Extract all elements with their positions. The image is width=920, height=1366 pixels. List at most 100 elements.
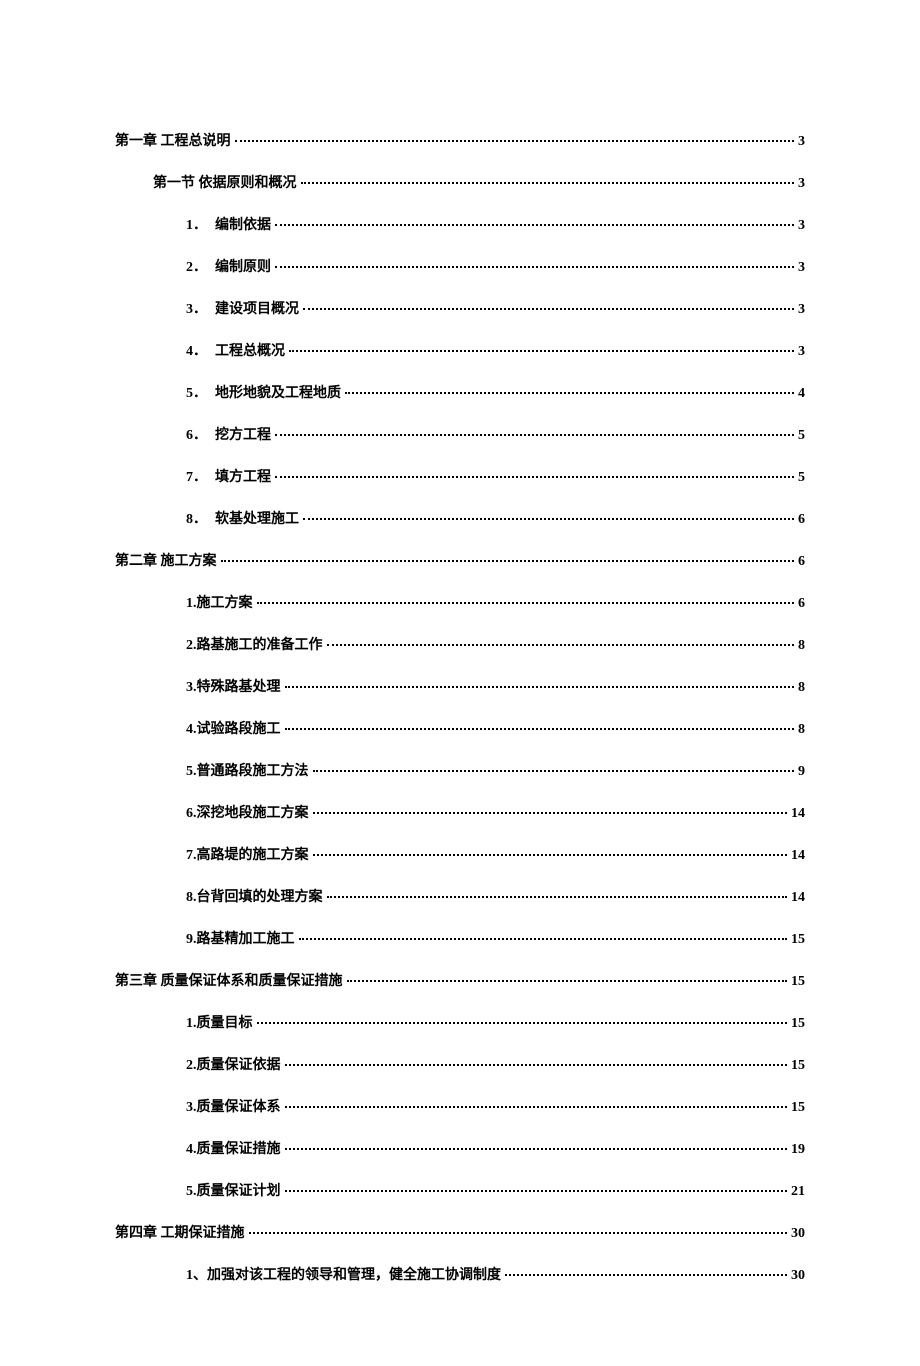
toc-page-number: 3 — [798, 176, 805, 192]
toc-dot-leader — [257, 1022, 788, 1024]
toc-dot-leader — [275, 434, 794, 436]
toc-entry: 2．编制原则 3 — [186, 256, 805, 276]
toc-entry-label: 1.质量目标 — [186, 1012, 253, 1032]
toc-page-number: 15 — [791, 932, 805, 948]
toc-entry-number: 2． — [186, 260, 207, 275]
toc-page-number: 8 — [798, 638, 805, 654]
toc-page-number: 14 — [791, 806, 805, 822]
toc-entry-label: 4.试验路段施工 — [186, 718, 281, 738]
toc-dot-leader — [285, 1190, 788, 1192]
table-of-contents: 第一章 工程总说明3第一节 依据原则和概况31．编制依据32．编制原则33．建设… — [115, 130, 805, 1284]
toc-page-number: 5 — [798, 428, 805, 444]
toc-page-number: 15 — [791, 1100, 805, 1116]
toc-entry-label: 2.质量保证依据 — [186, 1054, 281, 1074]
toc-dot-leader — [289, 350, 794, 352]
toc-entry: 3．建设项目概况3 — [186, 298, 805, 318]
toc-entry: 3.质量保证体系 15 — [186, 1096, 805, 1116]
toc-entry-label: 7．填方工程 — [186, 466, 271, 486]
toc-dot-leader — [301, 182, 795, 184]
toc-entry: 第三章 质量保证体系和质量保证措施15 — [115, 970, 805, 990]
toc-entry-label: 5．地形地貌及工程地质 — [186, 382, 341, 402]
toc-page-number: 5 — [798, 470, 805, 486]
toc-page-number: 14 — [791, 848, 805, 864]
toc-entry-label: 3.特殊路基处理 — [186, 676, 281, 696]
toc-dot-leader — [275, 224, 794, 226]
toc-entry-label: 1.施工方案 — [186, 592, 253, 612]
toc-page-number: 6 — [798, 554, 805, 570]
toc-dot-leader — [285, 686, 795, 688]
toc-page-number: 3 — [798, 260, 805, 276]
toc-entry-label: 6．挖方工程 — [186, 424, 271, 444]
toc-entry-number: 6． — [186, 428, 207, 443]
toc-entry-label: 2.路基施工的准备工作 — [186, 634, 323, 654]
toc-page-number: 8 — [798, 680, 805, 696]
toc-entry: 6．挖方工程 5 — [186, 424, 805, 444]
toc-entry-number: 1． — [186, 218, 207, 233]
toc-entry-label: 2．编制原则 — [186, 256, 271, 276]
toc-page-number: 19 — [791, 1142, 805, 1158]
toc-page-number: 15 — [791, 1016, 805, 1032]
toc-entry: 2.路基施工的准备工作 8 — [186, 634, 805, 654]
toc-entry-label: 5.普通路段施工方法 — [186, 760, 309, 780]
toc-dot-leader — [285, 728, 795, 730]
toc-page-number: 14 — [791, 890, 805, 906]
toc-entry: 9.路基精加工施工 15 — [186, 928, 805, 948]
toc-entry: 4．工程总概况3 — [186, 340, 805, 360]
toc-entry-label: 第一章 工程总说明 — [115, 130, 231, 150]
toc-entry-label: 3.质量保证体系 — [186, 1096, 281, 1116]
toc-entry: 8．软基处理施工 6 — [186, 508, 805, 528]
toc-dot-leader — [303, 518, 794, 520]
toc-dot-leader — [275, 476, 794, 478]
toc-dot-leader — [285, 1064, 788, 1066]
toc-entry-label: 3．建设项目概况 — [186, 298, 299, 318]
toc-page-number: 6 — [798, 512, 805, 528]
toc-entry-label: 9.路基精加工施工 — [186, 928, 295, 948]
toc-entry-label: 8．软基处理施工 — [186, 508, 299, 528]
toc-entry-label: 4.质量保证措施 — [186, 1138, 281, 1158]
toc-entry: 5.普通路段施工方法 9 — [186, 760, 805, 780]
toc-entry: 2.质量保证依据 15 — [186, 1054, 805, 1074]
toc-page-number: 4 — [798, 386, 805, 402]
toc-dot-leader — [327, 896, 788, 898]
toc-entry: 5.质量保证计划 21 — [186, 1180, 805, 1200]
toc-dot-leader — [313, 812, 788, 814]
toc-dot-leader — [345, 392, 794, 394]
toc-entry: 1．编制依据 3 — [186, 214, 805, 234]
toc-dot-leader — [275, 266, 794, 268]
toc-page-number: 15 — [791, 1058, 805, 1074]
toc-page-number: 3 — [798, 344, 805, 360]
toc-dot-leader — [249, 1232, 788, 1234]
toc-entry: 4.质量保证措施 19 — [186, 1138, 805, 1158]
toc-entry: 4.试验路段施工8 — [186, 718, 805, 738]
toc-entry: 7．填方工程 5 — [186, 466, 805, 486]
toc-page-number: 9 — [798, 764, 805, 780]
toc-dot-leader — [235, 140, 795, 142]
toc-entry: 第二章 施工方案 6 — [115, 550, 805, 570]
toc-entry: 第一节 依据原则和概况3 — [153, 172, 805, 192]
toc-entry: 第一章 工程总说明3 — [115, 130, 805, 150]
toc-page-number: 30 — [791, 1268, 805, 1284]
toc-entry-label: 1、加强对该工程的领导和管理，健全施工协调制度 — [186, 1264, 501, 1284]
toc-entry: 8.台背回填的处理方案14 — [186, 886, 805, 906]
toc-entry-label: 7.高路堤的施工方案 — [186, 844, 309, 864]
toc-entry-label: 第三章 质量保证体系和质量保证措施 — [115, 970, 343, 990]
toc-page-number: 6 — [798, 596, 805, 612]
toc-entry-number: 8． — [186, 512, 207, 527]
toc-entry: 7.高路堤的施工方案 14 — [186, 844, 805, 864]
toc-entry: 1.质量目标 15 — [186, 1012, 805, 1032]
toc-entry-number: 5． — [186, 386, 207, 401]
toc-page-number: 21 — [791, 1184, 805, 1200]
toc-entry-label: 第四章 工期保证措施 — [115, 1222, 245, 1242]
toc-page-number: 3 — [798, 218, 805, 234]
toc-entry-label: 第二章 施工方案 — [115, 550, 217, 570]
toc-dot-leader — [221, 560, 795, 562]
toc-dot-leader — [299, 938, 788, 940]
toc-entry-number: 7． — [186, 470, 207, 485]
toc-entry-number: 4． — [186, 344, 207, 359]
toc-entry-label: 1．编制依据 — [186, 214, 271, 234]
toc-entry-number: 3． — [186, 302, 207, 317]
toc-entry: 5．地形地貌及工程地质 4 — [186, 382, 805, 402]
toc-entry: 1.施工方案 6 — [186, 592, 805, 612]
toc-dot-leader — [285, 1106, 788, 1108]
toc-entry-label: 5.质量保证计划 — [186, 1180, 281, 1200]
